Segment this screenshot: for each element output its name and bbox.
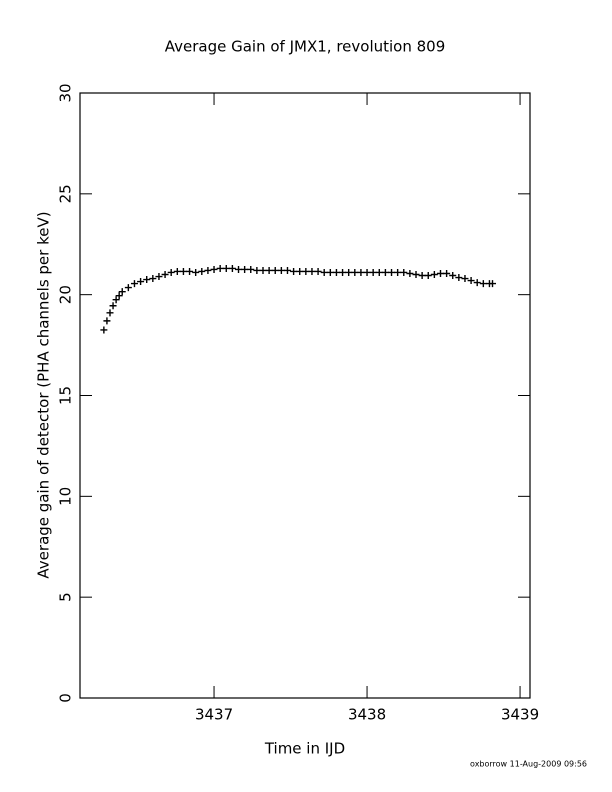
data-point — [283, 266, 291, 274]
data-point — [430, 271, 438, 278]
data-point — [124, 284, 132, 292]
y-tick-label: 30 — [57, 83, 75, 102]
x-tick-label: 3439 — [501, 706, 539, 724]
data-point — [210, 265, 218, 273]
data-point — [179, 267, 187, 275]
data-point — [394, 268, 402, 276]
data-point — [247, 265, 255, 273]
data-point — [198, 267, 206, 275]
data-point — [241, 265, 249, 273]
data-point — [345, 268, 353, 276]
data-point — [173, 267, 181, 275]
data-point — [418, 272, 426, 280]
data-point — [118, 288, 126, 296]
data-point — [302, 267, 310, 275]
data-point — [436, 269, 444, 277]
y-tick-label: 0 — [57, 693, 75, 703]
data-point — [412, 271, 420, 278]
data-point — [106, 309, 114, 317]
data-point — [406, 269, 414, 277]
data-point — [320, 268, 328, 276]
data-point — [381, 268, 389, 276]
data-point — [192, 268, 200, 276]
data-point — [473, 279, 481, 287]
data-point — [290, 267, 298, 275]
data-point — [424, 272, 432, 280]
data-point — [388, 268, 396, 276]
data-point — [204, 266, 212, 274]
y-tick-label: 15 — [57, 386, 75, 405]
chart-title: Average Gain of JMX1, revolution 809 — [165, 38, 446, 56]
data-point — [143, 276, 151, 284]
data-point — [253, 266, 261, 274]
data-point — [216, 264, 224, 272]
data-point — [112, 296, 120, 304]
data-point — [363, 268, 371, 276]
data-point — [332, 268, 340, 276]
data-point — [479, 280, 487, 288]
data-point — [326, 268, 334, 276]
data-point — [314, 267, 322, 275]
data-point — [109, 302, 117, 310]
data-point — [235, 265, 243, 273]
data-point — [461, 275, 469, 283]
data-point — [277, 266, 285, 274]
data-point — [222, 264, 230, 272]
data-point — [149, 275, 157, 283]
data-point — [308, 267, 316, 275]
data-point — [400, 268, 408, 276]
data-point — [339, 268, 347, 276]
y-tick-label: 5 — [57, 592, 75, 602]
y-tick-label: 25 — [57, 184, 75, 203]
data-point — [161, 271, 169, 278]
data-point — [130, 280, 138, 288]
data-point — [489, 280, 497, 288]
data-point — [271, 266, 279, 274]
plot-frame — [79, 92, 531, 699]
footnote: oxborrow 11-Aug-2009 09:56 — [470, 760, 587, 769]
data-point — [259, 266, 267, 274]
data-point — [167, 268, 175, 276]
data-point — [115, 292, 123, 300]
data-point — [228, 264, 236, 272]
data-point — [155, 273, 163, 281]
data-point — [351, 268, 359, 276]
data-point — [100, 326, 108, 334]
y-axis-label: Average gain of detector (PHA channels p… — [35, 211, 53, 578]
data-point — [296, 267, 304, 275]
x-axis-label: Time in IJD — [264, 740, 345, 758]
data-point — [455, 274, 463, 282]
y-tick-label: 10 — [57, 487, 75, 506]
y-tick-label: 20 — [57, 285, 75, 304]
x-tick-label: 3438 — [348, 706, 386, 724]
data-point — [137, 278, 145, 286]
data-point — [103, 317, 111, 325]
data-point — [449, 272, 457, 280]
data-point — [369, 268, 377, 276]
data-point — [265, 266, 273, 274]
data-point — [186, 267, 194, 275]
data-point — [375, 268, 383, 276]
data-point — [467, 277, 475, 285]
data-point — [443, 269, 451, 277]
data-point — [357, 268, 365, 276]
x-tick-label: 3437 — [195, 706, 233, 724]
